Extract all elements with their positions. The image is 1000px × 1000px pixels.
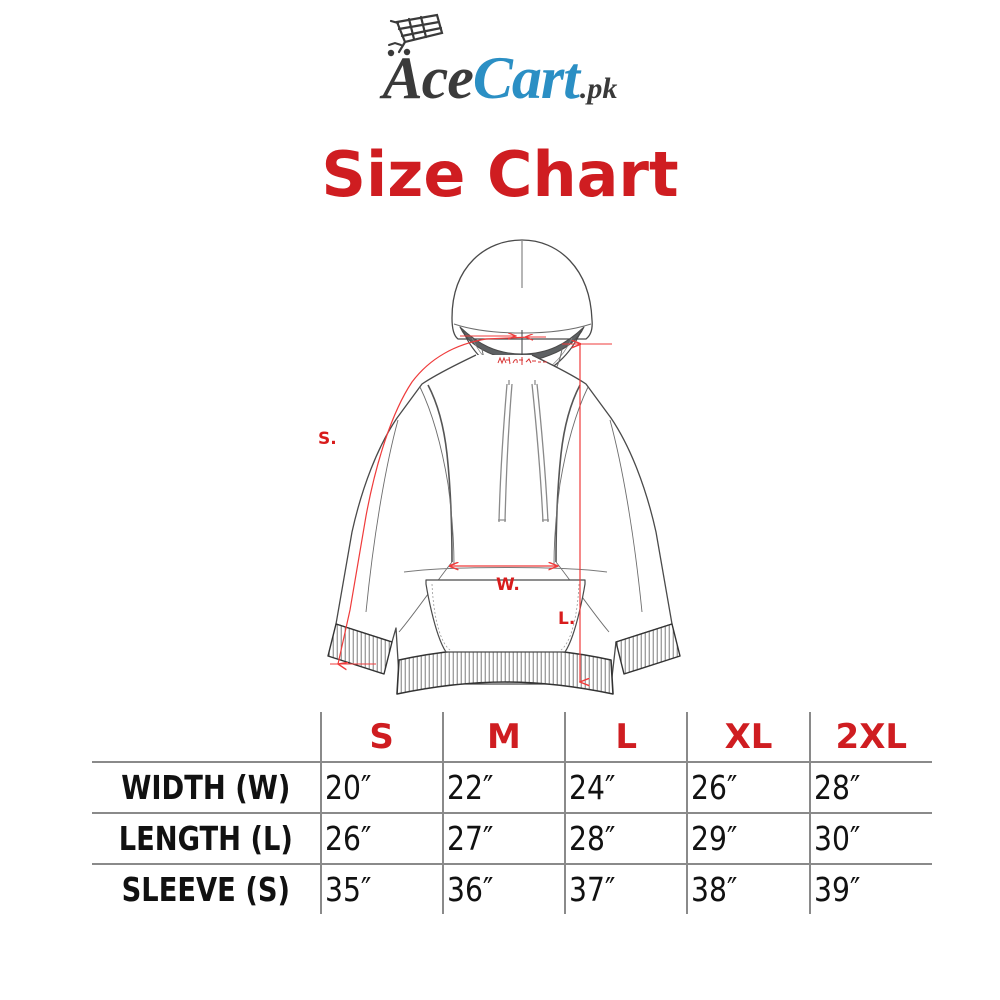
table-corner-cell xyxy=(92,712,322,763)
table-row: WIDTH (W) 20″ 22″ 24″ 26″ 28″ xyxy=(92,761,932,814)
cell-length-s: 26″ xyxy=(323,812,441,865)
cell-length-l: 28″ xyxy=(568,812,686,865)
table-row: LENGTH (L) 26″ 27″ 28″ 29″ 30″ xyxy=(92,812,932,865)
sleeve-measure-label: S. xyxy=(318,429,337,449)
neck-brand-label xyxy=(497,356,547,365)
cell-sleeve-2xl: 39″ xyxy=(812,863,929,914)
width-measure-label: W. xyxy=(496,575,520,595)
hoodie-technical-drawing: S. W. L. xyxy=(300,232,720,702)
brand-name-primary: Ace xyxy=(382,45,474,111)
cell-sleeve-s: 35″ xyxy=(323,863,441,914)
row-label-width: WIDTH (W) xyxy=(101,761,313,814)
cell-width-m: 22″ xyxy=(445,761,563,814)
cell-length-2xl: 30″ xyxy=(812,812,929,865)
size-header-m: M xyxy=(442,712,567,763)
cell-sleeve-m: 36″ xyxy=(445,863,563,914)
size-header-xl: XL xyxy=(687,712,811,763)
cell-width-l: 24″ xyxy=(568,761,686,814)
size-header-2xl: 2XL xyxy=(809,712,932,763)
cell-length-m: 27″ xyxy=(445,812,563,865)
brand-tld: .pk xyxy=(579,72,618,105)
size-header-s: S xyxy=(320,712,444,763)
size-header-l: L xyxy=(565,712,689,763)
cell-length-xl: 29″ xyxy=(690,812,808,865)
shopping-cart-icon xyxy=(385,12,447,58)
cell-width-xl: 26″ xyxy=(690,761,808,814)
cell-width-s: 20″ xyxy=(323,761,441,814)
cell-sleeve-l: 37″ xyxy=(568,863,686,914)
size-chart-table-container: S M L XL 2XL WIDTH (W) 20″ 22″ 24″ 26″ 2… xyxy=(92,712,932,914)
size-chart-table: S M L XL 2XL WIDTH (W) 20″ 22″ 24″ 26″ 2… xyxy=(92,712,932,914)
hoodie-outline xyxy=(327,239,681,695)
row-label-sleeve: SLEEVE (S) xyxy=(101,863,313,914)
brand-name-secondary: Cart xyxy=(472,45,580,111)
page-title: Size Chart xyxy=(321,138,679,211)
sleeve-measure-line xyxy=(338,336,531,664)
row-label-length: LENGTH (L) xyxy=(101,812,313,865)
length-measure-label: L. xyxy=(558,609,575,629)
table-row: SLEEVE (S) 35″ 36″ 37″ 38″ 39″ xyxy=(92,863,932,914)
brand-logo: Ace Cart .pk xyxy=(0,13,1000,118)
cell-sleeve-xl: 38″ xyxy=(690,863,808,914)
measurement-overlay xyxy=(330,336,612,682)
table-header-row: S M L XL 2XL xyxy=(92,712,932,763)
cell-width-2xl: 28″ xyxy=(812,761,929,814)
